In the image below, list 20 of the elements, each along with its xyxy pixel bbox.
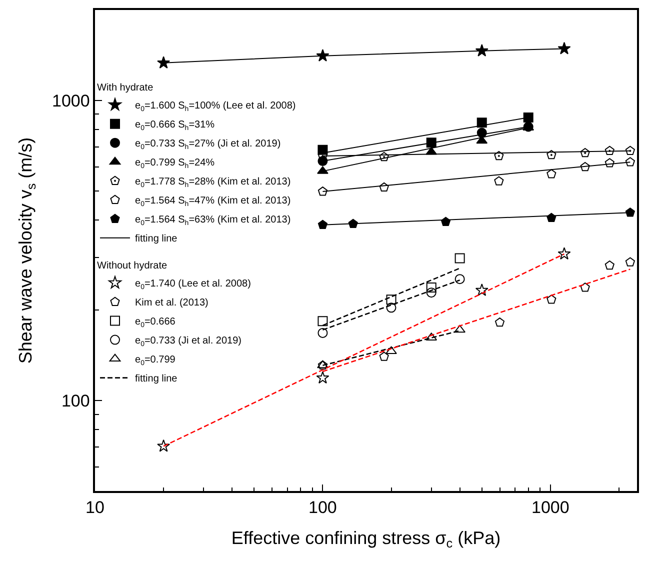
legend-label: e$_{0}$=0.666 S$_{h}$=31% [135, 120, 215, 132]
legend-label: fitting line [135, 374, 178, 385]
legend-label: e$_{0}$=1.600 S$_{h}$=100% (Lee et al. 2008) [135, 100, 296, 113]
legend-label: Kim et al. (2013) [135, 298, 208, 309]
x-axis-title: Effective confining stress σ$_{c}$ (kPa) [231, 528, 501, 551]
legend-label: e$_{0}$=0.733 (Ji et al. 2019) [135, 336, 242, 348]
x-tick-label: 100 [308, 498, 337, 518]
legend-label: e$_{0}$=0.799 [135, 354, 176, 367]
legend-label: e$_{0}$=0.733 S$_{h}$=27% (Ji et al. 2019) [135, 138, 281, 151]
legend-label: e$_{0}$=0.799 S$_{h}$=24% [135, 158, 215, 170]
legend-label: e$_{0}$=1.740 (Lee et al. 2008) [135, 278, 251, 291]
text: Without hydrate [97, 260, 168, 272]
legend-label: e$_{0}$=1.564 S$_{h}$=63% (Kim et al. 2013) [135, 214, 291, 227]
x-tick-label: 1000 [532, 498, 570, 518]
legend-label: e$_{0}$=1.778 S$_{h}$=28% (Kim et al. 2013) [135, 176, 291, 189]
text: With hydrate [97, 82, 154, 94]
x-tick-label: 10 [86, 498, 104, 518]
legend-label: e$_{0}$=1.564 S$_{h}$=47% (Kim et al. 2013) [135, 196, 291, 208]
legend-label: e$_{0}$=0.666 [135, 316, 176, 329]
legend-label: fitting line [135, 234, 178, 245]
